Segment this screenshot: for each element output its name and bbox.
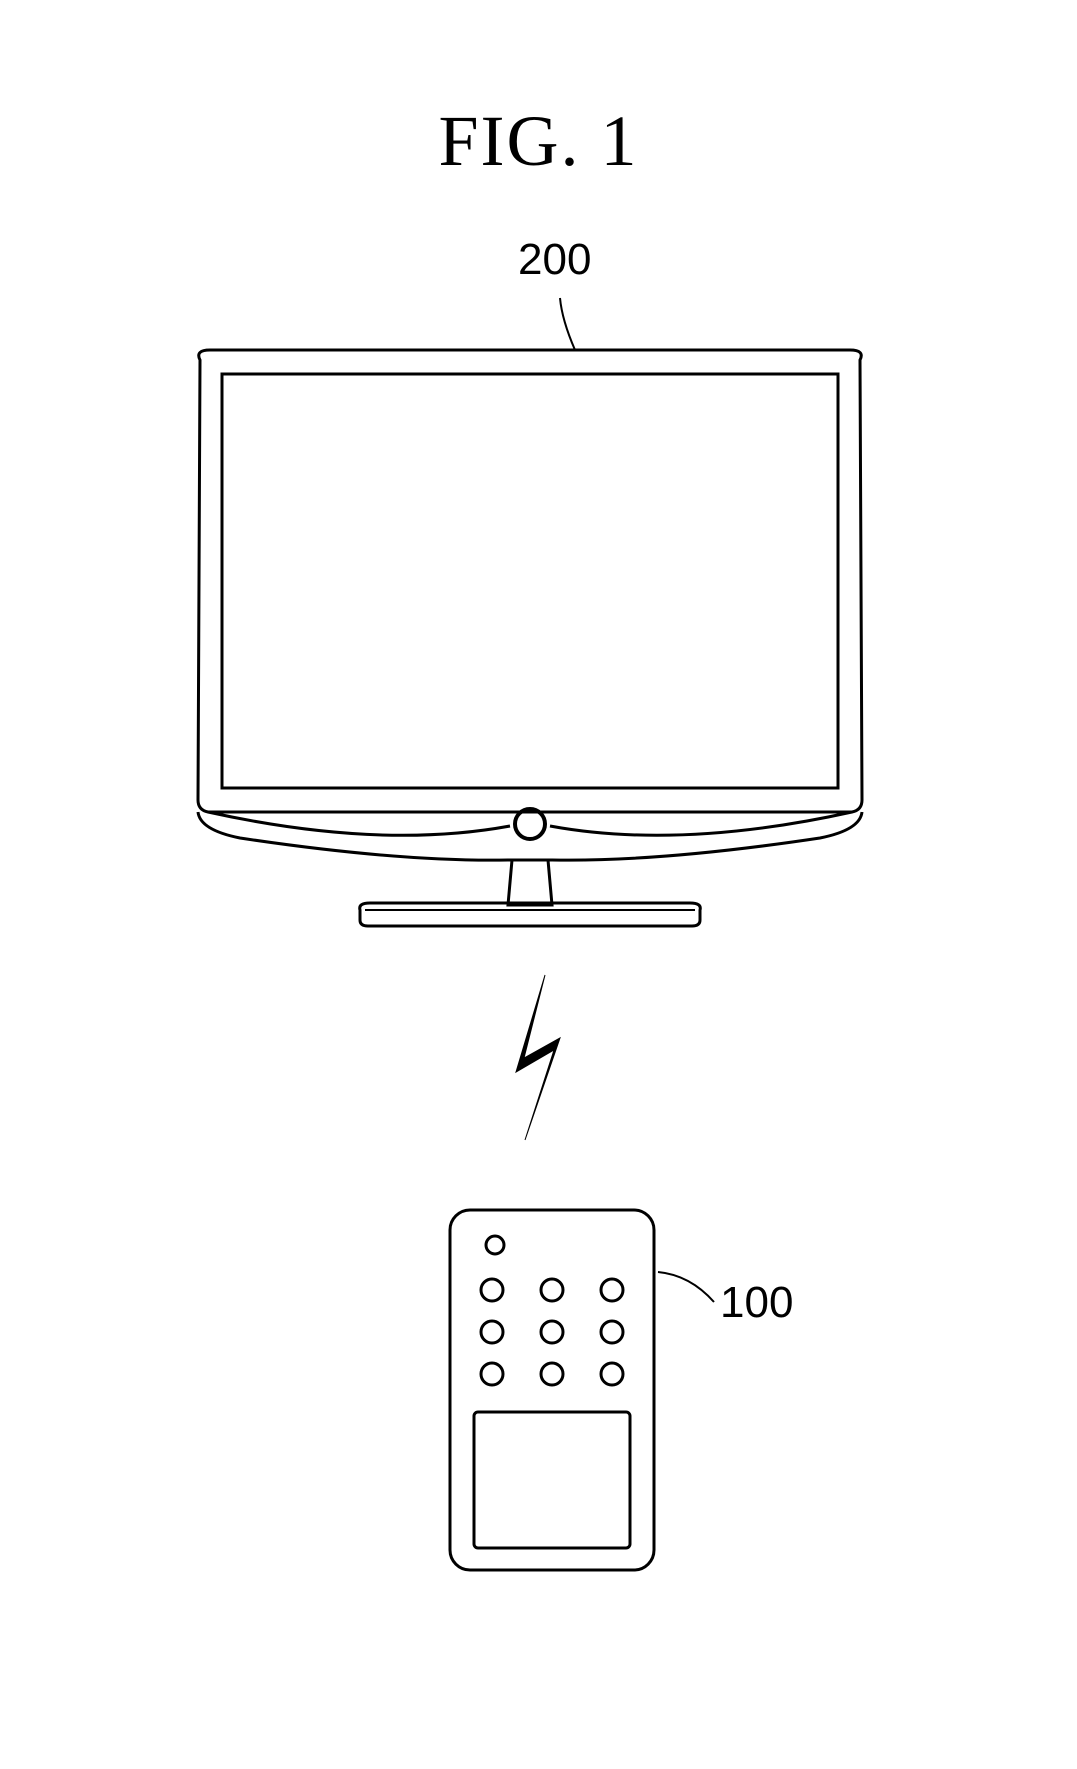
remote-btn-1: [481, 1279, 503, 1301]
diagram-svg: [0, 0, 1077, 1769]
remote-btn-6: [601, 1321, 623, 1343]
remote-btn-8: [541, 1363, 563, 1385]
tv-bezel-sweep-left: [208, 812, 510, 835]
remote-leader-line: [658, 1272, 714, 1302]
remote-btn-3: [601, 1279, 623, 1301]
remote-btn-9: [601, 1363, 623, 1385]
tv-stand-neck: [508, 860, 552, 905]
wireless-signal-icon: [516, 975, 560, 1140]
remote-btn-7: [481, 1363, 503, 1385]
remote-btn-2: [541, 1279, 563, 1301]
tv-bezel-bottom: [198, 812, 862, 860]
tv-outer-body: [198, 350, 862, 812]
remote-power-button: [486, 1236, 504, 1254]
remote-btn-4: [481, 1321, 503, 1343]
tv-leader-line: [560, 298, 575, 350]
tv-screen: [222, 374, 838, 788]
tv-bezel-sweep-right: [550, 812, 852, 835]
remote-body: [450, 1210, 654, 1570]
remote-btn-5: [541, 1321, 563, 1343]
remote-touchpad: [474, 1412, 630, 1548]
